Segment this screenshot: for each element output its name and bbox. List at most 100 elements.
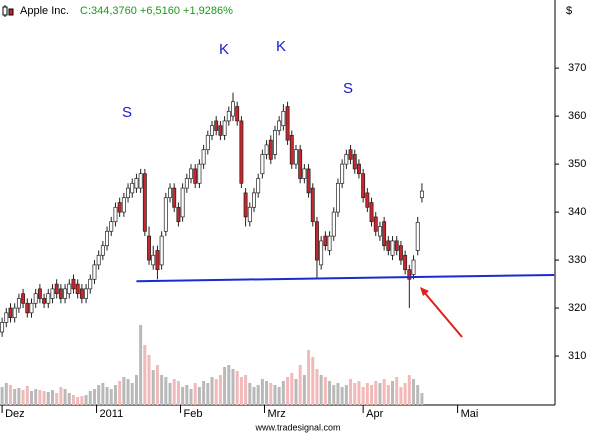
candle-body: [8, 307, 13, 319]
volume-bar: [370, 385, 374, 405]
volume-bar: [168, 383, 172, 405]
candle-body: [277, 120, 282, 131]
volume-bar: [202, 381, 206, 405]
volume-bar: [130, 383, 134, 405]
candle-body: [210, 125, 214, 136]
volume-bar: [286, 377, 290, 405]
volume-bar: [84, 395, 88, 405]
y-tick-label: 330: [568, 254, 586, 266]
volume-bar: [118, 381, 122, 405]
candle-body: [4, 312, 9, 323]
volume-bar: [420, 393, 424, 405]
volume-bar: [126, 379, 130, 405]
volume-bar: [164, 377, 168, 405]
candle-body: [319, 240, 324, 266]
candle-body: [419, 190, 424, 199]
candle-body: [411, 259, 416, 275]
candle-body: [0, 322, 5, 333]
candle-body: [285, 106, 290, 141]
candle-body: [189, 168, 193, 179]
candle-body: [58, 288, 63, 299]
volume-bar: [235, 371, 239, 405]
candle-body: [163, 197, 168, 232]
candle-body: [205, 134, 210, 151]
candle-body: [348, 149, 353, 160]
volume-bar: [256, 385, 260, 405]
candle-body: [33, 293, 38, 304]
volume-bar: [298, 365, 302, 405]
candle-body: [172, 187, 177, 208]
volume-bar: [134, 375, 138, 405]
y-tick-label: 370: [568, 62, 586, 74]
volume-bar: [252, 387, 256, 405]
annotation: K: [276, 38, 286, 55]
candle-body: [302, 168, 307, 179]
volume-bar: [302, 375, 306, 405]
volume-bar: [290, 373, 294, 405]
candle-body: [356, 163, 361, 175]
candle-body: [310, 187, 315, 223]
volume-bar: [361, 387, 365, 405]
volume-bar: [231, 369, 235, 405]
candle-body: [323, 235, 328, 247]
volume-bar: [307, 350, 311, 405]
volume-bar: [181, 387, 185, 405]
candle-body: [344, 154, 349, 165]
volume-bar: [172, 379, 176, 405]
candle-body: [46, 293, 51, 304]
candle-body: [105, 230, 110, 247]
volume-bar: [273, 385, 277, 405]
candle-body: [54, 283, 59, 295]
candle-body: [260, 154, 265, 175]
candle-body: [25, 302, 30, 314]
candle-body: [243, 192, 248, 218]
swatch-body: [8, 8, 14, 16]
candle-body: [398, 245, 403, 261]
candle-body: [361, 173, 366, 199]
candle-body: [327, 235, 332, 251]
candle-body: [252, 192, 256, 208]
volume-bar: [29, 391, 33, 405]
volume-bar: [403, 383, 407, 405]
volume-bar: [349, 379, 353, 405]
candle-body: [352, 154, 357, 170]
candle-body: [235, 106, 240, 122]
volume-bar: [0, 387, 4, 405]
candle-body: [180, 187, 185, 218]
volume-bar: [76, 397, 80, 405]
candle-body: [289, 134, 294, 165]
candle-body: [340, 163, 345, 184]
volume-bar: [277, 387, 281, 405]
volume-bar: [67, 393, 71, 405]
candle-body: [306, 168, 311, 194]
annotation: S: [122, 104, 132, 121]
candle-body: [403, 254, 408, 271]
volume-bar: [42, 391, 46, 405]
y-tick-label: 340: [568, 206, 586, 218]
arrow-shaft: [423, 291, 463, 338]
candle-body: [193, 168, 198, 184]
chart-subtitle: C:344,3760 +6,5160 +1,9286%: [80, 5, 233, 17]
candle-body: [373, 216, 378, 232]
volume-bar: [97, 385, 101, 405]
y-unit: $: [566, 5, 572, 17]
y-tick-label: 360: [568, 110, 586, 122]
x-tick-label: 2011: [100, 408, 124, 420]
candle-body: [88, 278, 93, 290]
neckline: [136, 273, 555, 283]
candle-body: [113, 206, 118, 223]
volume-bar: [122, 377, 126, 405]
candle-body: [315, 221, 319, 261]
candle-body: [268, 139, 273, 160]
volume-bar: [218, 375, 222, 405]
candle-body: [126, 187, 130, 199]
candle-body: [394, 240, 399, 251]
volume-bar: [8, 385, 12, 405]
candle-body: [231, 101, 235, 117]
candle-body: [377, 226, 382, 237]
candle-body: [256, 178, 261, 194]
x-tick-label: Feb: [184, 408, 203, 420]
x-tick-label: Dez: [5, 408, 25, 420]
candle-body: [222, 120, 227, 136]
candle-body: [214, 120, 219, 131]
